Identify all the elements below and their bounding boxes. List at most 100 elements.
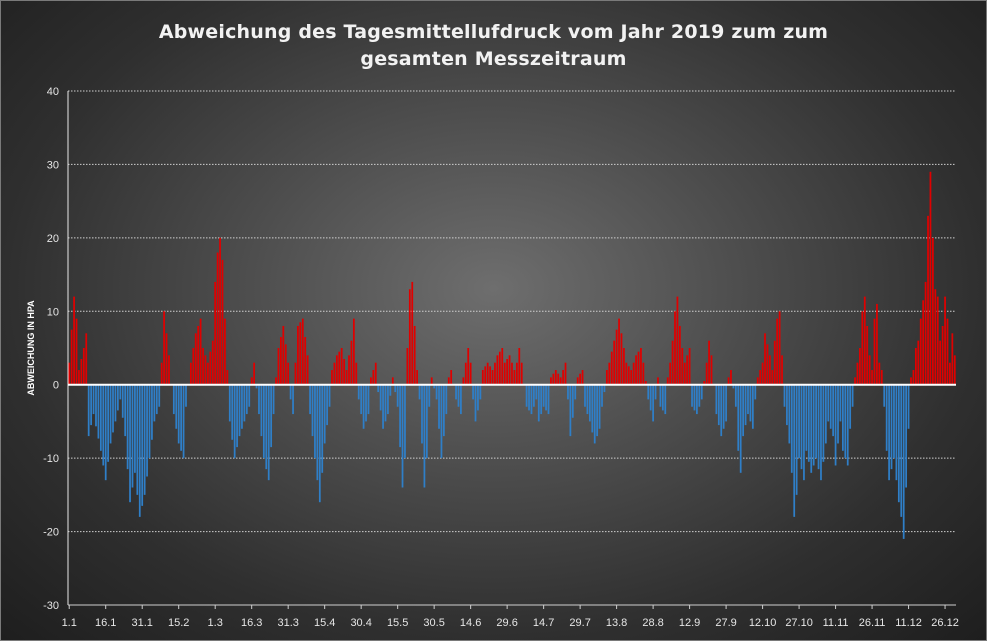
y-tick-label: 40 <box>47 86 59 98</box>
bar <box>292 384 294 415</box>
bar <box>311 384 314 437</box>
bar <box>844 384 847 459</box>
bar <box>562 370 564 385</box>
bar <box>438 384 440 429</box>
x-tick-label: 11.11 <box>823 617 849 629</box>
bar <box>732 384 735 389</box>
bar <box>868 355 871 385</box>
bar <box>798 384 800 459</box>
bar <box>321 384 324 473</box>
bar <box>394 384 397 393</box>
bar <box>469 362 472 385</box>
bar <box>233 384 236 459</box>
bar <box>880 370 883 385</box>
x-tick-label: 14.7 <box>533 617 554 629</box>
x-tick-label: 27.9 <box>715 617 736 629</box>
bar <box>946 318 949 385</box>
bar <box>871 370 873 385</box>
bar <box>299 322 302 385</box>
bar <box>182 384 185 459</box>
bar <box>134 384 136 473</box>
bar <box>216 252 219 385</box>
bar <box>754 384 757 400</box>
bar <box>912 370 915 385</box>
bar <box>211 340 214 385</box>
x-tick-label: 12.9 <box>679 617 700 629</box>
bar <box>270 384 273 448</box>
bar <box>189 362 192 385</box>
bar <box>676 296 679 385</box>
bar <box>759 370 762 385</box>
bar <box>832 384 835 437</box>
bar <box>423 384 426 488</box>
bar <box>467 348 470 385</box>
bar <box>450 370 453 385</box>
bar <box>236 384 238 448</box>
bar <box>907 384 910 429</box>
x-tick-label: 15.4 <box>314 617 335 629</box>
bar <box>335 355 338 385</box>
bar <box>92 384 95 415</box>
bar <box>810 384 813 473</box>
bar <box>345 370 348 385</box>
bar <box>657 377 659 385</box>
bar <box>849 384 852 429</box>
bar <box>678 325 681 385</box>
bar <box>734 384 737 407</box>
bar <box>620 333 623 385</box>
bar <box>574 384 577 400</box>
bar <box>131 384 134 488</box>
bar <box>85 333 88 385</box>
bar <box>698 384 701 407</box>
bar <box>277 348 280 385</box>
bar <box>593 384 596 444</box>
bar <box>382 384 384 429</box>
bar <box>866 325 869 385</box>
bar <box>591 384 594 433</box>
chart-title-line2: gesamten Messzeitraum <box>360 48 627 70</box>
bar <box>652 384 654 422</box>
y-tick-labels: -30 -20 -10 0 10 20 30 40 <box>43 86 59 612</box>
bar <box>693 384 696 411</box>
bar <box>644 381 647 385</box>
bar <box>333 362 336 385</box>
bar <box>647 384 650 400</box>
bar <box>260 384 263 437</box>
bar <box>343 359 346 385</box>
bar <box>272 384 275 415</box>
bar <box>102 384 105 466</box>
bar <box>535 384 538 400</box>
bar <box>783 384 786 407</box>
bar <box>661 384 664 411</box>
x-tick-label: 28.8 <box>642 617 663 629</box>
x-tick-label: 12.10 <box>749 617 777 629</box>
bar <box>231 384 234 440</box>
bar <box>747 384 749 415</box>
bar <box>413 325 416 385</box>
bar <box>749 384 752 422</box>
bar <box>221 259 224 385</box>
bar <box>659 384 662 407</box>
bar <box>435 384 438 400</box>
bar <box>632 362 635 385</box>
bar <box>314 384 316 459</box>
bar <box>379 384 382 411</box>
y-axis-title: ABWEICHUNG IN HPA <box>26 300 36 396</box>
bar <box>834 384 837 466</box>
bar <box>175 384 178 429</box>
bar <box>479 384 482 400</box>
bar <box>348 355 350 385</box>
bar <box>243 384 246 422</box>
bar <box>727 377 730 385</box>
y-tick-label: 10 <box>47 306 59 318</box>
bar <box>309 384 311 415</box>
bar <box>579 373 581 385</box>
bar <box>786 384 788 426</box>
bar <box>462 377 465 385</box>
bar <box>513 370 516 385</box>
bar <box>742 384 744 437</box>
x-tick-label: 26.11 <box>859 617 886 629</box>
bar <box>192 348 195 385</box>
bar <box>778 311 781 385</box>
